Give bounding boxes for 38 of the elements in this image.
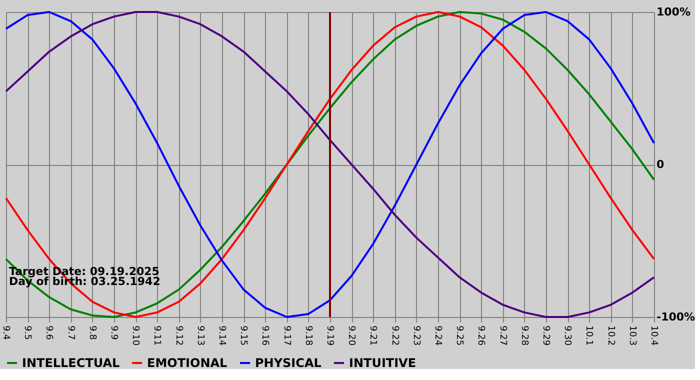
x-tick-label: 9.13: [194, 326, 205, 346]
x-tick-label: 10.3: [626, 326, 637, 346]
x-tick-label: 9.22: [389, 326, 400, 346]
x-tick-label: 9.16: [260, 326, 270, 346]
x-tick-label: 9.27: [497, 326, 508, 346]
x-tick-label: 9.4: [0, 326, 10, 340]
legend-label: INTUITIVE: [349, 356, 416, 370]
x-tick-label: 9.14: [216, 326, 226, 346]
x-tick-label: 10.2: [605, 326, 616, 346]
x-tick-label: 9.6: [44, 326, 54, 340]
x-tick-label: 9.19: [324, 326, 334, 346]
x-tick-label: 9.25: [454, 326, 464, 346]
x-tick-label: 9.8: [86, 326, 97, 340]
x-tick-label: 9.28: [518, 326, 529, 346]
legend-label: EMOTIONAL: [147, 356, 228, 370]
y-tick-label: -100%: [656, 310, 696, 324]
x-tick-label: 10.4: [648, 326, 658, 346]
y-tick-label: 0: [656, 158, 664, 171]
x-tick-label: 9.24: [432, 326, 442, 346]
x-tick-label: 9.11: [152, 326, 162, 346]
x-tick-label: 9.10: [130, 326, 140, 346]
x-tick-label: 9.5: [22, 326, 32, 340]
y-tick-label: 100%: [656, 6, 690, 18]
x-tick-label: 9.9: [108, 326, 118, 340]
legend-label: INTELLECTUAL: [22, 356, 120, 370]
x-tick-label: 9.26: [476, 326, 486, 346]
x-tick-label: 9.17: [281, 326, 292, 346]
x-tick-label: 9.23: [410, 326, 421, 346]
x-tick-label: 10.1: [584, 326, 594, 346]
x-tick-label: 9.20: [346, 326, 356, 346]
x-tick-label: 9.18: [302, 326, 313, 346]
x-tick-label: 9.30: [562, 326, 572, 346]
x-tick-label: 9.29: [540, 326, 550, 346]
x-tick-label: 9.15: [238, 326, 248, 346]
x-tick-label: 9.21: [368, 326, 378, 346]
legend-label: PHYSICAL: [255, 356, 322, 370]
x-tick-label: 9.12: [173, 326, 184, 346]
x-tick-label: 9.7: [65, 326, 76, 340]
